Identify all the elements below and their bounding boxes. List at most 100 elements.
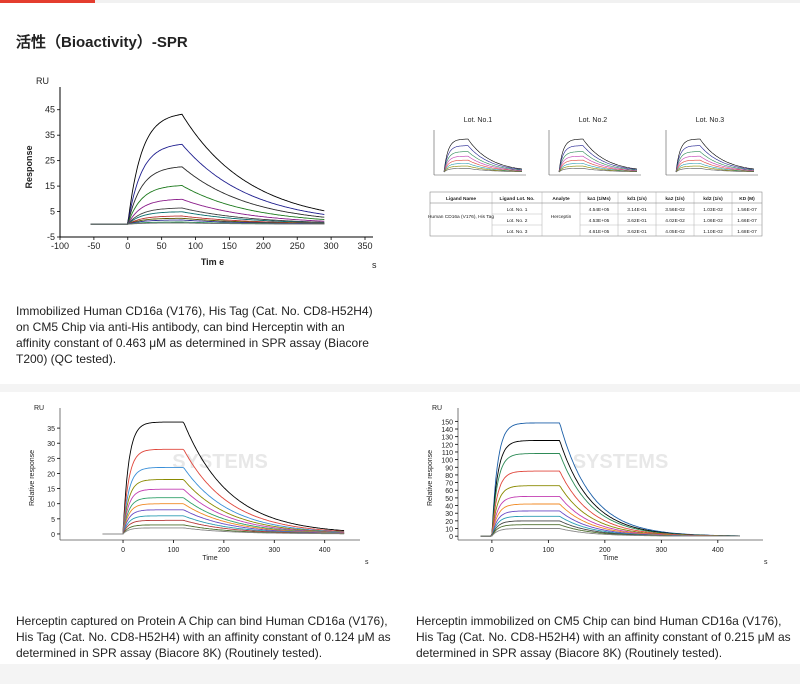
y-tick-label: 10 (445, 527, 453, 534)
table-header-cell: KD (M) (739, 196, 755, 202)
mini-sensorgram-curve (558, 159, 637, 173)
x-tick-label: 50 (157, 241, 167, 251)
x-axis-label: Tim e (201, 257, 224, 267)
y-unit-label: RU (432, 405, 442, 412)
x-tick-label: 100 (188, 241, 203, 251)
sensorgram-curve (102, 497, 345, 535)
y-tick-label: 5 (50, 207, 55, 217)
table-cell: Lot. No. 3 (507, 229, 528, 235)
sensorgram-curve (102, 488, 345, 535)
sensorgram-curve (102, 527, 345, 535)
table-cell: 1.66E-07 (737, 218, 757, 224)
y-tick-label: 80 (445, 473, 453, 480)
table-cell: 4.61E+05 (589, 229, 610, 235)
y-tick-label: 20 (445, 519, 453, 526)
table-cell: 3.62E-01 (627, 229, 647, 235)
y-tick-label: 5 (51, 517, 55, 524)
lot-title: Lot. No.3 (696, 117, 725, 124)
mini-sensorgram-curve (675, 145, 755, 173)
sensorgram-curve (90, 185, 325, 225)
y-tick-label: 50 (445, 496, 453, 503)
mini-sensorgram-curve (443, 159, 522, 173)
y-tick-label: 25 (45, 156, 55, 166)
mini-sensorgram-curve (443, 168, 522, 173)
x-tick-label: 100 (543, 547, 555, 554)
y-tick-label: 30 (445, 511, 453, 518)
y-tick-label: 140 (441, 427, 453, 434)
footer-band (0, 664, 800, 684)
mini-sensorgram-curve (558, 145, 638, 173)
table-header-cell: ka1 (1/Ms) (587, 196, 611, 202)
mini-sensorgram-curve (443, 145, 523, 173)
y-tick-label: 110 (442, 450, 453, 457)
mini-sensorgram-curve (675, 151, 755, 173)
section-title: 活性（Bioactivity）-SPR (16, 34, 188, 51)
y-tick-label: 60 (445, 488, 453, 495)
table-header-cell: Ligand Name (446, 196, 476, 202)
table-header-cell: Ligand Lot. No. (500, 196, 535, 202)
y-tick-label: 35 (45, 130, 55, 140)
top-rule (0, 0, 800, 3)
mini-sensorgram-curve (558, 151, 638, 173)
table-cell: 3.14E-01 (627, 207, 647, 213)
y-axis-label: Relative response (29, 450, 36, 506)
mini-sensorgram-curve (443, 138, 523, 173)
mini-sensorgram-curve (558, 168, 637, 173)
table-header-cell: kd2 (1/s) (703, 196, 723, 202)
x-tick-label: 300 (655, 547, 667, 554)
mini-sensorgram-curve (675, 159, 754, 173)
table-cell: 1.06E-02 (703, 218, 723, 224)
x-unit-label: s (365, 559, 369, 566)
x-tick-label: 350 (357, 241, 372, 251)
mini-sensorgram-curve (675, 138, 755, 173)
x-tick-label: 200 (256, 241, 271, 251)
spr-chart-1: -100 -50 0 50 100 150 200 250 300 350 -5 5 15 25 35 45 R… (20, 72, 390, 277)
x-axis-label: Time (202, 555, 217, 562)
mini-sensorgram-curve (675, 168, 754, 173)
table-cell: Lot. No. 1 (507, 207, 528, 213)
lot-comparison-svg: Lot. No.1 Lot. No.2 Lot. No.3 Ligand Name Li… (428, 117, 763, 237)
y-tick-label: 0 (449, 534, 453, 541)
y-tick-label: 100 (441, 458, 453, 465)
spr-chart-1-svg: -100 -50 0 50 100 150 200 250 300 350 -5 5 15 25 35 45 R… (24, 76, 377, 270)
mini-sensorgram-curve (443, 165, 523, 173)
y-tick-label: 30 (47, 441, 55, 448)
table-cell: 1.56E-07 (737, 207, 757, 213)
active-tab-indicator (0, 0, 95, 3)
table-header-cell: ka2 (1/s) (665, 196, 685, 202)
mini-sensorgram-curve (675, 165, 755, 173)
x-tick-label: 400 (712, 547, 724, 554)
y-tick-label: 130 (441, 435, 453, 442)
mini-sensorgram-curve (675, 155, 755, 173)
sensorgram-curve (90, 113, 325, 225)
mini-sensorgram-curve (558, 163, 637, 173)
x-unit-label: s (764, 559, 768, 566)
y-tick-label: 25 (47, 456, 55, 463)
caption-1: Immobilized Human CD16a (V176), His Tag … (16, 304, 373, 366)
sensorgram-curve (102, 421, 345, 535)
spr-chart-3: SYSTEMS 0 100 200 300 400 0 10 20 30 40 50 60 70 80 90 1… (418, 398, 778, 573)
x-tick-label: 100 (168, 547, 180, 554)
x-tick-label: 0 (490, 547, 494, 554)
y-tick-label: 40 (445, 504, 453, 511)
mini-sensorgram-curve (558, 155, 638, 173)
y-tick-label: 90 (445, 465, 453, 472)
table-cell: 4.53E+05 (589, 218, 610, 224)
table-cell: 4.05E-02 (665, 229, 685, 235)
table-header-cell: kd1 (1/s) (627, 196, 647, 202)
mini-sensorgram-curve (675, 163, 754, 173)
analyte-cell: Herceptin (551, 214, 572, 220)
y-tick-label: 45 (45, 105, 55, 115)
mini-sensorgram-curve (558, 138, 638, 173)
table-cell: 1.68E-07 (737, 229, 757, 235)
y-tick-label: 120 (441, 442, 453, 449)
ligand-cell: Human CD16a (V176), His Tag (428, 214, 494, 220)
x-tick-label: 200 (218, 547, 230, 554)
table-cell: 1.10E-02 (703, 229, 723, 235)
sensorgram-curve (480, 528, 740, 537)
y-tick-label: 0 (51, 532, 55, 539)
sensorgram-curve (90, 166, 325, 225)
x-unit-label: s (372, 260, 377, 270)
x-tick-label: 200 (599, 547, 611, 554)
